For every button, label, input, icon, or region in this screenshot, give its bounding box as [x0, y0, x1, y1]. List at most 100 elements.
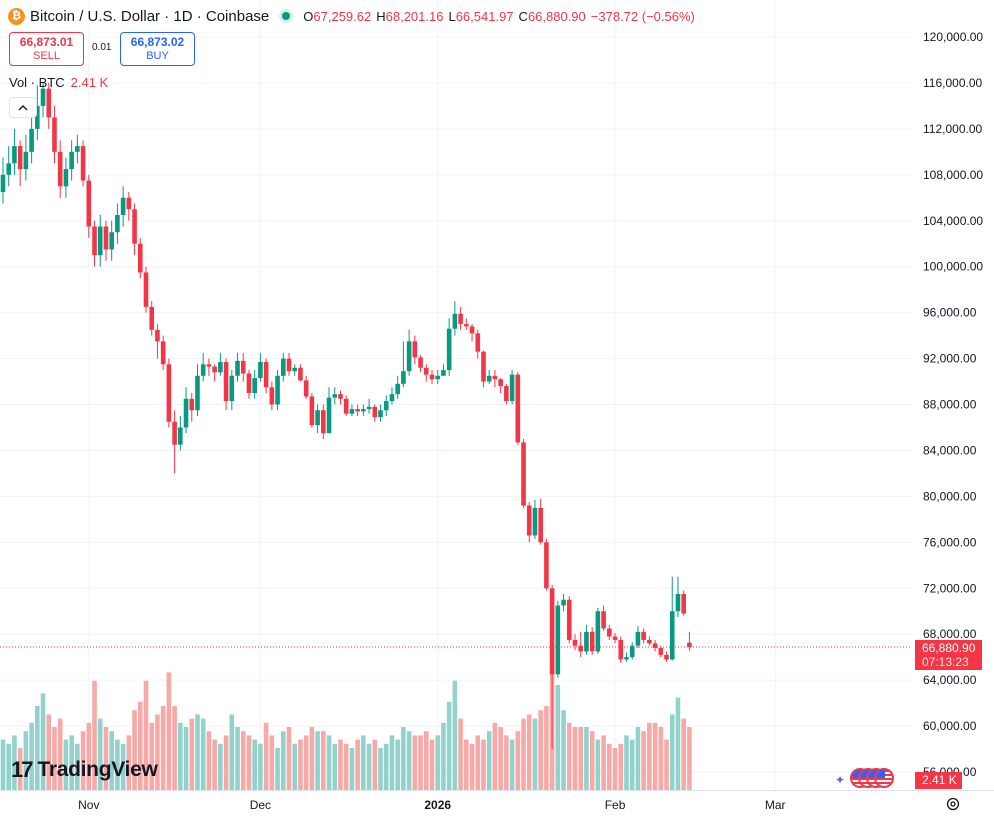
candle-body [137, 243, 143, 273]
sell-button[interactable]: 66,873.01 SELL [9, 32, 84, 66]
bitcoin-icon: ₿ [8, 7, 25, 25]
volume-bar [469, 743, 475, 790]
volume-bar [92, 680, 97, 790]
candle-body [17, 146, 23, 170]
volume-bar [561, 710, 566, 790]
candle-body [172, 421, 177, 445]
candle-body [23, 151, 29, 170]
candle-body [355, 409, 360, 412]
volume-bar [115, 739, 120, 790]
candle-body [160, 341, 166, 365]
volume-bar [521, 718, 526, 790]
high-key: H [376, 8, 386, 24]
price-tick-label: 88,000.00 [923, 398, 977, 412]
sell-label: SELL [33, 50, 60, 62]
candle-body [669, 611, 675, 660]
price-tick-label: 84,000.00 [923, 443, 977, 457]
candle-body [332, 394, 338, 398]
volume-bar [423, 731, 429, 790]
volume-bar [332, 743, 338, 790]
candle-body [566, 599, 572, 640]
volume-bar [658, 727, 664, 790]
volume-bars [0, 664, 692, 790]
candle-body [406, 341, 412, 372]
candle-body [486, 375, 492, 382]
candle-body [601, 611, 606, 629]
sparkle-icon[interactable]: ✦ [835, 773, 846, 787]
candle-body [538, 507, 543, 543]
candle-body [532, 507, 538, 536]
volume-bar [378, 748, 383, 790]
candle-body [526, 505, 532, 536]
volume-bar [132, 710, 137, 790]
last-price-value: 66,880.90 [922, 641, 976, 655]
candle-body [578, 645, 584, 652]
candle-body [607, 628, 612, 637]
candle-body [97, 226, 103, 256]
candle-body [612, 636, 618, 640]
tradingview-logo[interactable]: 17 TradingView [11, 757, 158, 783]
time-tick-label: 2026 [424, 798, 451, 812]
candle-body [624, 657, 629, 660]
volume-bar [361, 735, 366, 790]
volume-bar [401, 727, 406, 790]
candle-body [675, 593, 681, 612]
volume-bar [218, 743, 223, 790]
candle-body [57, 151, 63, 187]
candle-body [86, 180, 92, 227]
candle-body [229, 375, 235, 402]
buy-button[interactable]: 66,873.02 BUY [120, 32, 195, 66]
volume-bar [515, 731, 521, 790]
price-tick-label: 104,000.00 [923, 214, 983, 228]
volume-bar [155, 714, 160, 790]
candle-body [383, 401, 389, 411]
candle-body [235, 360, 240, 376]
flag-icon[interactable] [874, 768, 894, 788]
volume-bar [35, 706, 40, 790]
candle-body [223, 362, 229, 402]
volume-legend[interactable]: Vol · BTC 2.41 K [9, 75, 108, 90]
volume-bar [75, 743, 80, 790]
price-tick-label: 92,000.00 [923, 352, 977, 366]
volume-bar [372, 739, 378, 790]
price-tick-label: 120,000.00 [923, 30, 983, 44]
candle-body [275, 375, 280, 405]
gear-icon[interactable] [945, 796, 961, 817]
volume-bar [452, 680, 458, 790]
candle-body [544, 542, 549, 589]
volume-bar [17, 748, 23, 790]
candle-body [378, 410, 383, 418]
volume-bar [223, 735, 229, 790]
volume-bar [669, 714, 675, 790]
volume-bar [578, 727, 584, 790]
time-axis: Nov Dec 2026 Feb Mar [78, 798, 785, 812]
market-open-icon [279, 9, 294, 23]
volume-bar [687, 727, 692, 790]
volume-bar [240, 731, 246, 790]
volume-bar [229, 714, 235, 790]
candle-body [46, 88, 52, 118]
chevron-up-icon[interactable] [9, 97, 37, 118]
candle-body [412, 341, 418, 358]
volume-bar [23, 731, 29, 790]
volume-bar [195, 714, 200, 790]
candle-body [664, 654, 669, 660]
candle-body [469, 326, 475, 334]
volume-bar [183, 727, 189, 790]
candle-body [349, 409, 355, 414]
symbol-title[interactable]: Bitcoin / U.S. Dollar · 1D · Coinbase [30, 7, 270, 25]
candle-body [80, 146, 86, 181]
volume-bar [172, 706, 177, 790]
ohlc-low: L 66,541.97 [448, 9, 513, 24]
volume-bar [97, 718, 103, 790]
candle-body [681, 593, 686, 614]
volume-price-label: 2.41 K [915, 772, 962, 789]
candle-body [361, 409, 366, 412]
candle-body [452, 313, 458, 329]
volume-bar [29, 722, 34, 790]
volume-bar [120, 743, 126, 790]
candle-body [12, 146, 17, 164]
volume-bar [498, 727, 503, 790]
event-flags[interactable] [838, 768, 898, 790]
